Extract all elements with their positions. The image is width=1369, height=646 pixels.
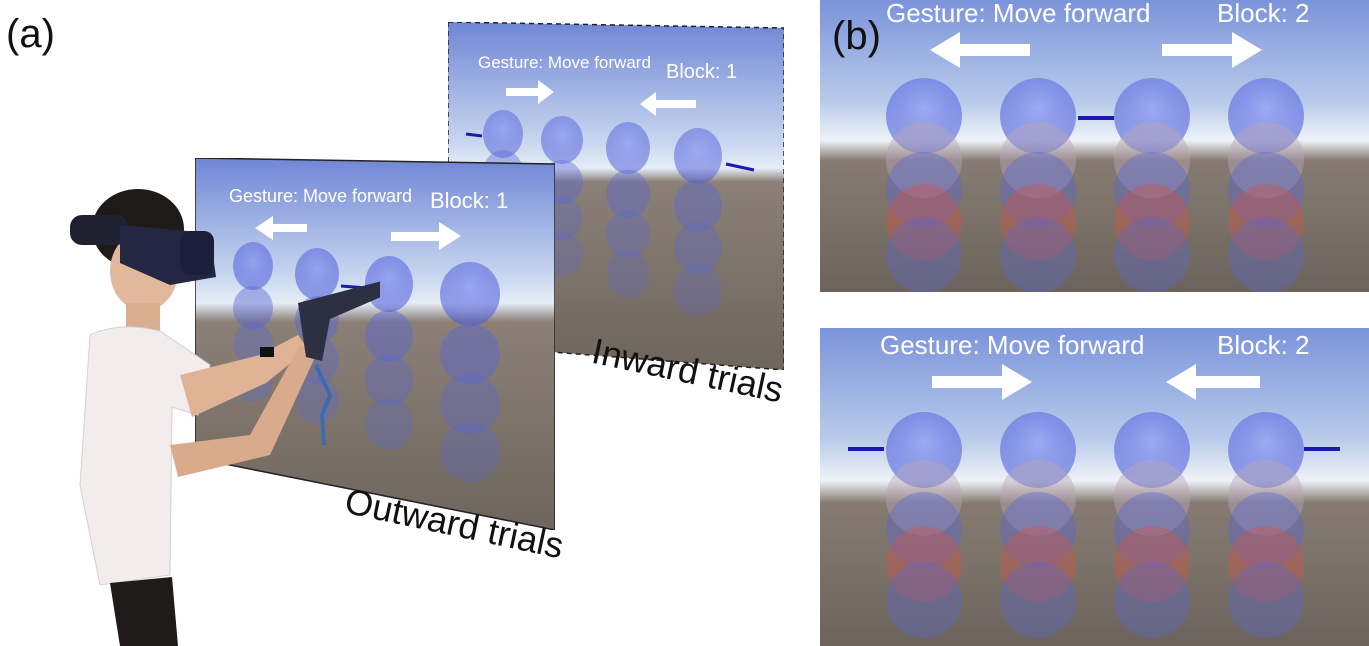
outward-block-text: Block: 1: [430, 188, 508, 213]
inward-marker-right: [725, 162, 755, 172]
panel-b-bottom: Gesture: Move forward Block: 2: [820, 328, 1369, 646]
top-block-text: Block: 2: [1217, 0, 1310, 28]
bottom-sphere-columns: [886, 412, 1304, 638]
vr-headset-icon: [70, 215, 216, 285]
top-arrow-right: [1162, 32, 1262, 68]
outward-screen-frame: [195, 158, 555, 530]
pants: [110, 577, 178, 646]
inward-arrow-left: [640, 92, 696, 116]
arm-upper: [180, 335, 308, 417]
top-sphere-columns: [886, 78, 1304, 292]
wristband: [260, 347, 274, 357]
bottom-gesture-text: Gesture: Move forward: [880, 330, 1144, 360]
bottom-arrow-left: [1166, 364, 1260, 400]
top-arrow-left: [930, 32, 1030, 68]
panel-label-b: (b): [832, 14, 881, 58]
arm-lower: [170, 345, 316, 477]
inward-marker-left: [465, 132, 483, 138]
outward-arrow-left: [255, 216, 307, 240]
vr-controller-icon: [298, 281, 380, 446]
vr-user-photo: [70, 189, 380, 646]
outward-trials-screen: Gesture: Move forward Block: 1: [195, 158, 555, 530]
top-gesture-text: Gesture: Move forward: [886, 0, 1150, 28]
inward-arrow-right: [506, 80, 554, 104]
inward-block-text: Block: 1: [666, 61, 737, 83]
outward-sphere-columns: [233, 242, 500, 482]
bottom-block-text: Block: 2: [1217, 330, 1310, 360]
bottom-arrow-right: [932, 364, 1032, 400]
outward-gesture-text: Gesture: Move forward: [229, 186, 412, 206]
inward-gesture-text: Gesture: Move forward: [478, 53, 651, 72]
panel-b-top: Gesture: Move forward Block: 2: [820, 0, 1369, 292]
panel-label-a: (a): [6, 12, 55, 56]
white-shirt: [79, 326, 211, 586]
outward-arrow-right: [391, 222, 461, 250]
